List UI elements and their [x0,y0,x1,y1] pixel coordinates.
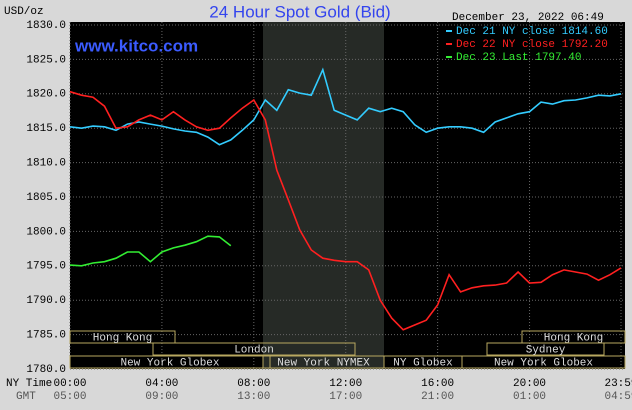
legend-label: Dec 22 NY close 1792.20 [456,39,608,51]
x-tick-label: 20:00 [513,378,546,390]
session-bar [69,355,271,369]
y-tick-label: 1815.0 [26,123,66,135]
x-tick-label: 12:00 [329,378,362,390]
session-label: New York NYMEX [277,357,370,369]
y-tick-label: 1780.0 [26,364,66,376]
series-line [69,90,622,331]
x2-tick-label: 09:00 [145,391,178,403]
y-tick-label: 1820.0 [26,89,66,101]
session-label: Hong Kong [544,332,603,344]
x2-tick-label: 04:59 [604,391,632,403]
x-tick-label: 23:59 [604,378,632,390]
session-label: Sydney [526,344,566,356]
y-tick-label: 1785.0 [26,330,66,342]
session-bar [486,342,605,356]
y-tick-label: 1790.0 [26,295,66,307]
session-bar [152,342,356,356]
chart-title: 24 Hour Spot Gold (Bid) [209,2,390,21]
x-row-label: GMT [16,391,36,403]
y-tick-label: 1825.0 [26,54,66,66]
session-label: New York Globex [120,357,219,369]
legend-label: Dec 21 NY close 1814.60 [456,26,608,38]
source: www.kitco.com [74,36,198,55]
legend-swatch [446,56,452,58]
y-tick-label: 1805.0 [26,192,66,204]
x-tick-label: 08:00 [237,378,270,390]
y-tick-label: 1795.0 [26,261,66,273]
x2-tick-label: 17:00 [329,391,362,403]
x-tick-label: 00:00 [53,378,86,390]
session-label: New York Globex [494,357,593,369]
x-tick-label: 16:00 [421,378,454,390]
legend-label: Dec 23 Last 1797.40 [456,52,581,64]
series-line [69,235,232,267]
y-tick-label: 1830.0 [26,20,66,32]
session-bar [69,330,176,344]
session-label: Hong Kong [93,332,152,344]
timestamp: December 23, 2022 06:49 [452,12,604,24]
session-label: London [234,344,274,356]
x2-tick-label: 21:00 [421,391,454,403]
x-tick-label: 04:00 [145,378,178,390]
session-bar [461,355,626,369]
x2-tick-label: 13:00 [237,391,270,403]
legend-swatch [446,43,452,45]
y-tick-label: 1800.0 [26,226,66,238]
series-line [69,67,622,146]
y-axis-label: USD/oz [4,6,44,18]
ny-session-shade [263,22,384,369]
session-label: NY Globex [393,357,453,369]
x-row-label: NY Time [6,378,52,390]
legend-swatch [446,30,452,32]
y-tick-label: 1810.0 [26,158,66,170]
x2-tick-label: 05:00 [53,391,86,403]
x2-tick-label: 01:00 [513,391,546,403]
